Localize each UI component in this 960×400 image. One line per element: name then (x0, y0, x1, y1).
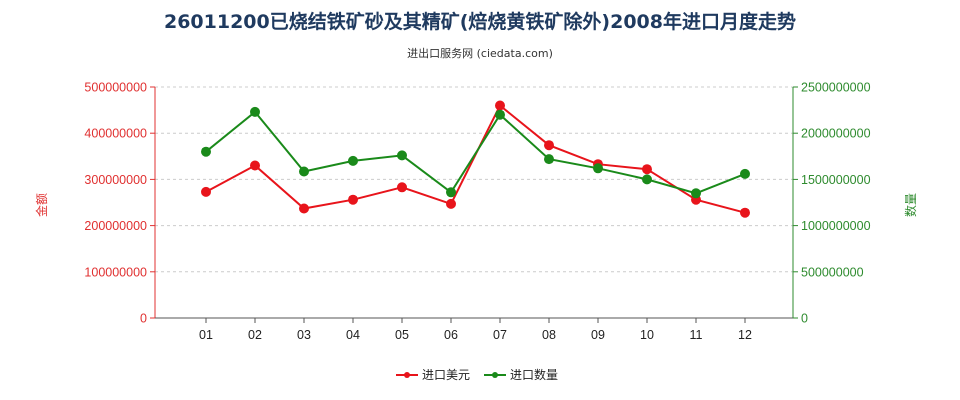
data-point-1[interactable] (299, 166, 309, 177)
gridlines (155, 86, 793, 273)
left-tick-label: 0 (140, 312, 147, 326)
data-point-0[interactable] (250, 160, 260, 171)
data-point-1[interactable] (348, 155, 358, 166)
data-point-0[interactable] (201, 186, 211, 197)
data-point-1[interactable] (446, 187, 456, 198)
x-tick-label: 02 (248, 328, 262, 342)
data-point-1[interactable] (397, 150, 407, 161)
data-point-1[interactable] (691, 188, 701, 199)
data-point-0[interactable] (348, 194, 358, 205)
series-line-0 (205, 103, 746, 214)
data-point-1[interactable] (495, 109, 505, 120)
legend-marker-quantity (492, 372, 498, 378)
data-point-0[interactable] (495, 100, 505, 111)
x-tick-label: 03 (297, 328, 311, 342)
left-tick-label: 400000000 (84, 127, 147, 141)
data-point-1[interactable] (544, 154, 554, 165)
legend-label-usd: 进口美元 (422, 368, 470, 382)
right-tick-label: 1500000000 (801, 173, 871, 187)
series-line-1 (205, 110, 746, 195)
axis-ticks: 0 100000000 200000000 300000000 400000000 500… (84, 81, 870, 343)
x-tick-label: 06 (444, 328, 458, 342)
data-point-0[interactable] (740, 207, 750, 218)
x-tick-label: 12 (738, 328, 752, 342)
x-tick-label: 09 (591, 328, 605, 342)
data-point-1[interactable] (250, 106, 260, 117)
data-point-1[interactable] (593, 163, 603, 174)
legend: 进口美元 进口数量 (396, 367, 558, 382)
x-tick-label: 07 (493, 328, 507, 342)
right-axis-label: 数量 (903, 193, 918, 217)
x-tick-label: 10 (640, 328, 654, 342)
left-tick-label: 100000000 (84, 265, 147, 279)
legend-marker-usd (404, 372, 410, 378)
left-tick-label: 200000000 (84, 219, 147, 233)
right-tick-label: 2500000000 (801, 81, 871, 95)
axes (154, 87, 794, 319)
data-point-0[interactable] (642, 164, 652, 175)
legend-label-quantity: 进口数量 (510, 367, 558, 382)
x-tick-label: 05 (395, 328, 409, 342)
chart-subtitle: 进出口服务网 (ciedata.com) (407, 46, 553, 60)
right-tick-label: 500000000 (801, 265, 864, 279)
x-tick-label: 08 (542, 328, 556, 342)
data-point-0[interactable] (544, 140, 554, 151)
x-tick-label: 01 (199, 328, 213, 342)
left-axis-label: 金额 (34, 193, 49, 217)
series-group (201, 100, 750, 218)
chart-title: 26011200已烧结铁矿砂及其精矿(焙烧黄铁矿除外)2008年进口月度走势 (164, 10, 796, 33)
left-tick-label: 500000000 (84, 81, 147, 95)
right-tick-label: 2000000000 (801, 127, 871, 141)
data-point-0[interactable] (397, 182, 407, 193)
data-point-1[interactable] (740, 168, 750, 179)
data-point-1[interactable] (201, 146, 211, 157)
x-tick-label: 11 (690, 328, 703, 342)
right-tick-label: 0 (801, 312, 808, 326)
data-point-1[interactable] (642, 174, 652, 185)
left-tick-label: 300000000 (84, 173, 147, 187)
data-point-0[interactable] (446, 198, 456, 209)
right-tick-label: 1000000000 (801, 219, 871, 233)
data-point-0[interactable] (299, 203, 309, 214)
x-tick-label: 04 (346, 328, 360, 342)
legend-item-usd[interactable]: 进口美元 (396, 368, 470, 382)
legend-item-quantity[interactable]: 进口数量 (484, 367, 558, 382)
